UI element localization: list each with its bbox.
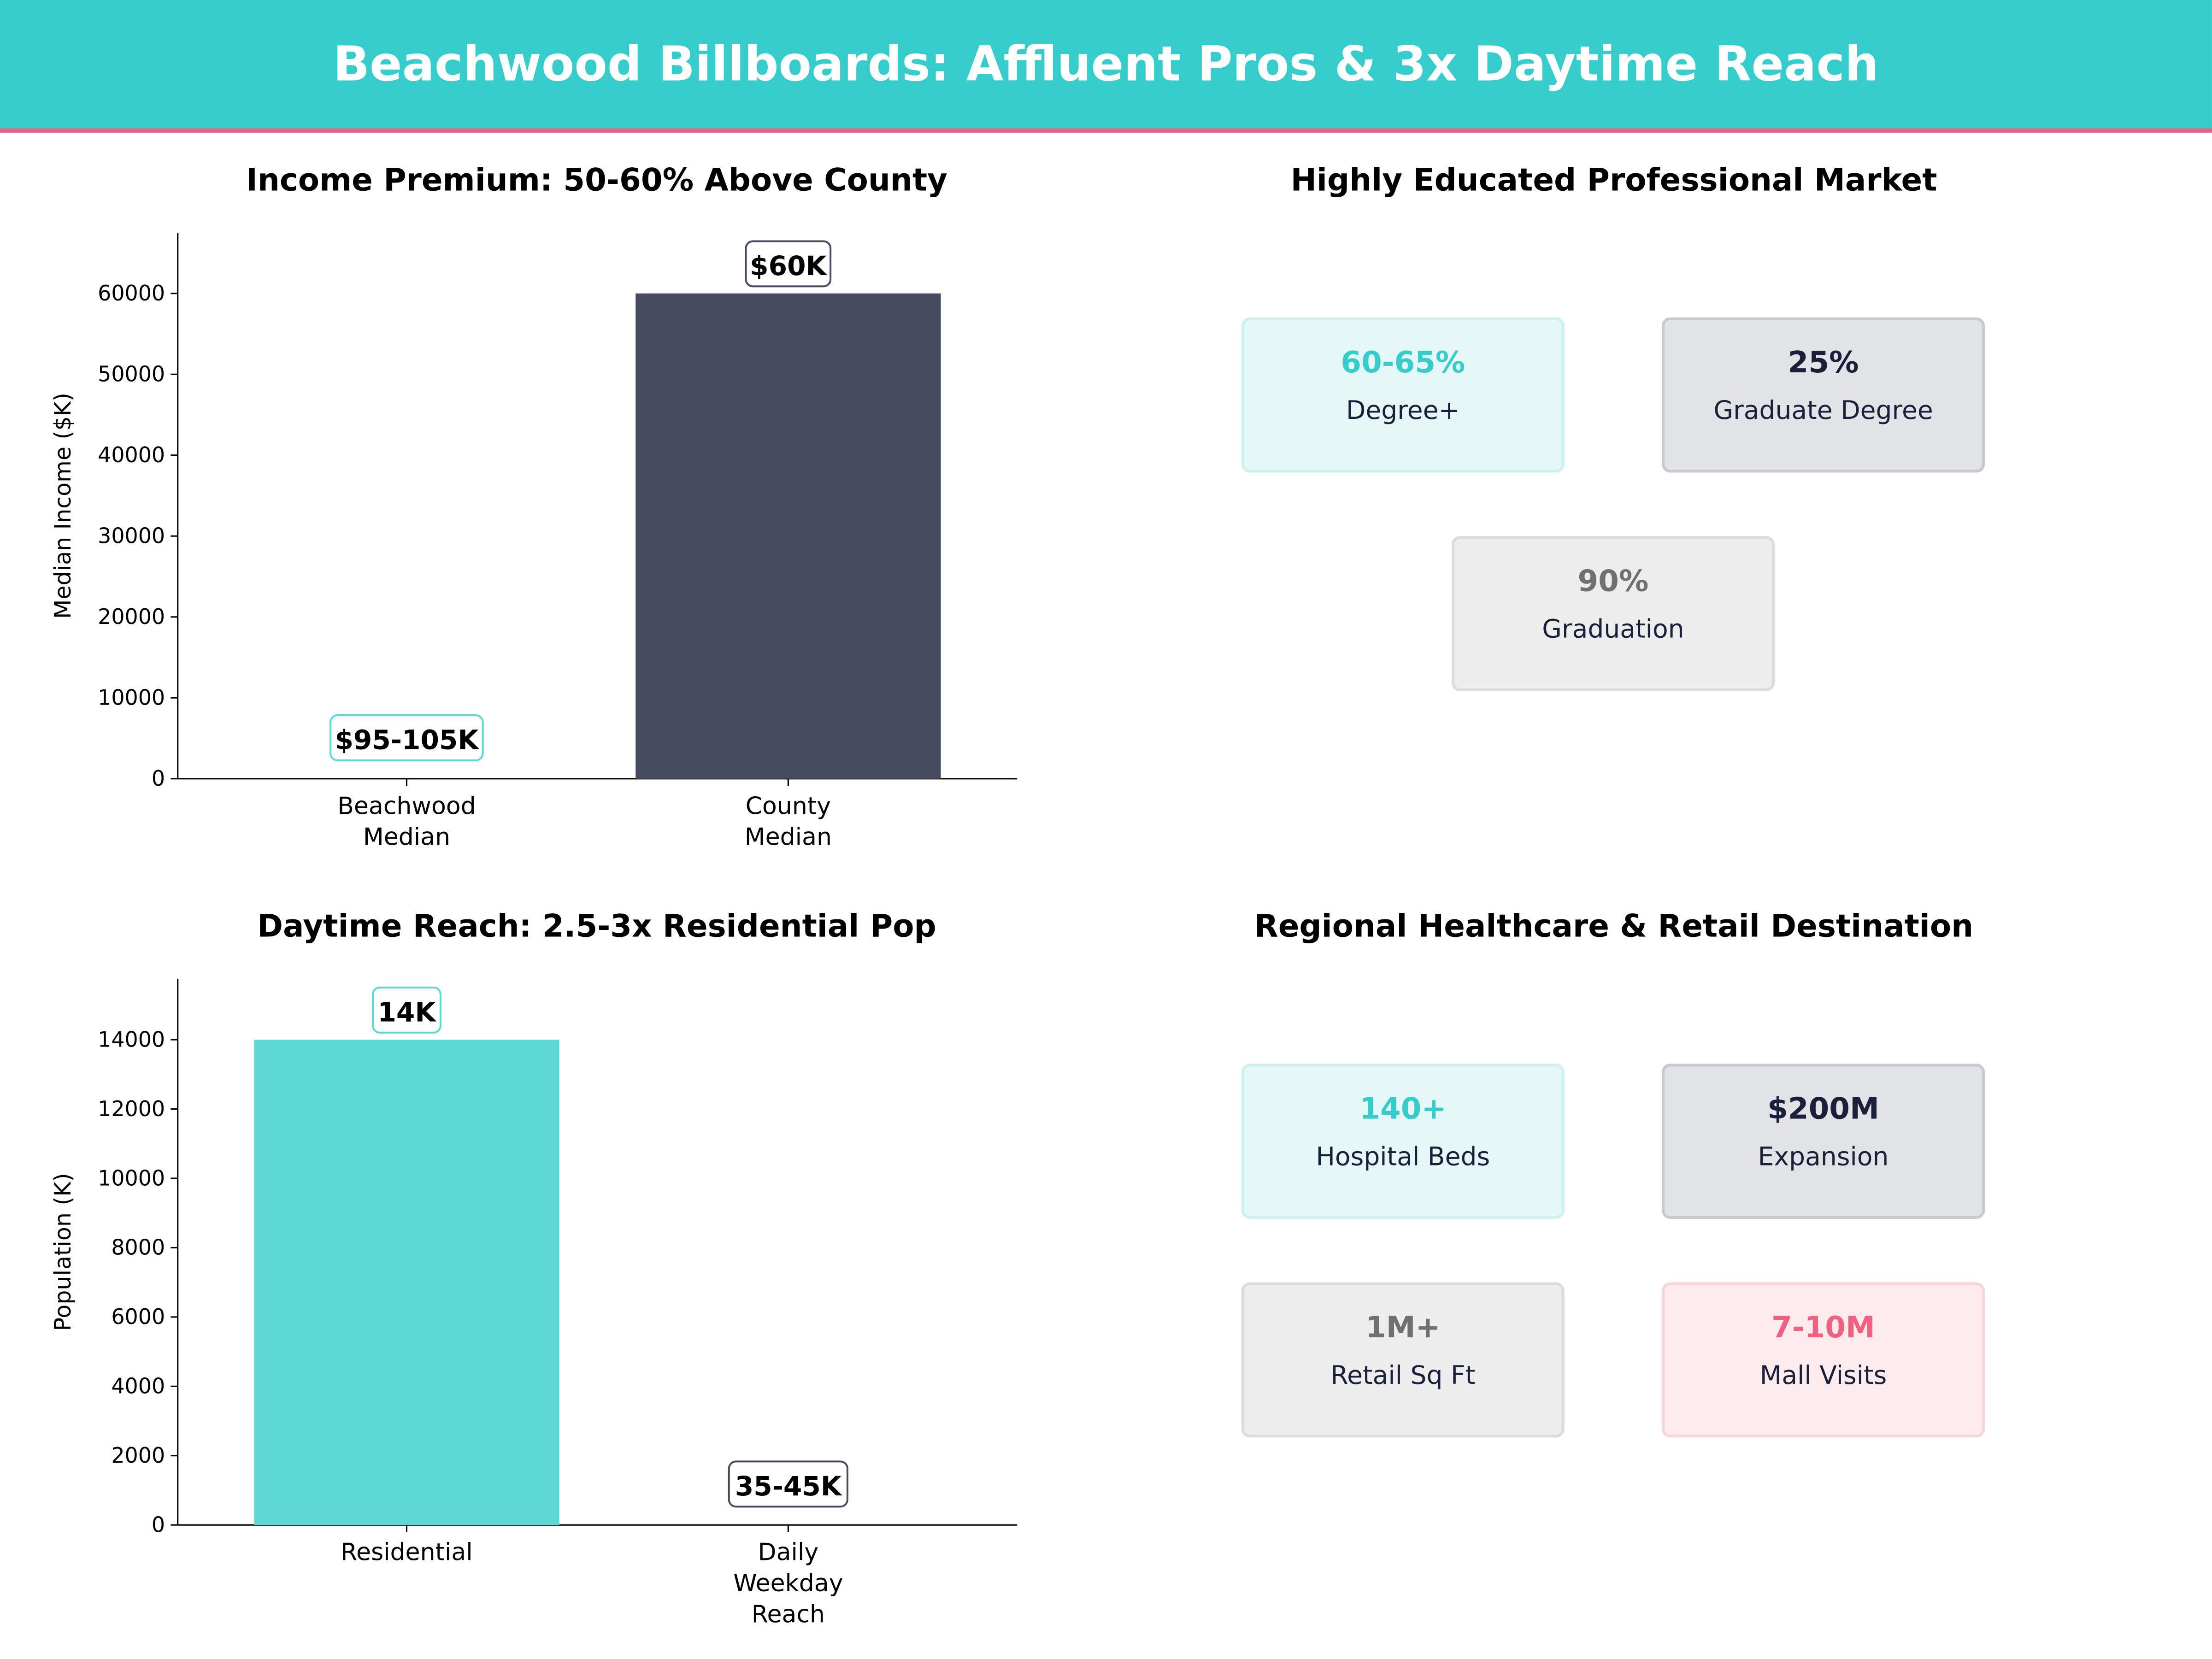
page-title: Beachwood Billboards: Affluent Pros & 3x… xyxy=(333,36,1879,93)
y-tick-label: 4000 xyxy=(111,1374,165,1399)
x-tick-label: Weekday xyxy=(733,1570,843,1597)
header-banner: Beachwood Billboards: Affluent Pros & 3x… xyxy=(0,0,2212,133)
stat-card: 140+ Hospital Beds xyxy=(1241,1064,1565,1219)
y-tick-label: 20000 xyxy=(98,604,165,629)
data-label-box xyxy=(329,714,484,761)
x-tick-label: Reach xyxy=(752,1600,825,1628)
data-label: 14K xyxy=(377,996,436,1028)
stat-card: 90% Graduation xyxy=(1451,536,1775,691)
stat-label: Degree+ xyxy=(1346,396,1460,426)
y-axis-label: Population (K) xyxy=(50,1173,76,1331)
y-tick-label: 8000 xyxy=(111,1235,165,1260)
stat-label: Graduate Degree xyxy=(1713,396,1933,426)
stat-label: Hospital Beds xyxy=(1316,1142,1490,1172)
y-tick-label: 2000 xyxy=(111,1443,165,1468)
data-label: $95-105K xyxy=(335,724,479,755)
y-tick-label: 14000 xyxy=(98,1027,165,1052)
stat-value: 60-65% xyxy=(1341,345,1465,380)
stat-value: 1M+ xyxy=(1365,1310,1441,1345)
x-tick-label: County xyxy=(746,792,831,820)
stat-card: 60-65% Degree+ xyxy=(1241,317,1565,473)
y-tick-label: 10000 xyxy=(98,685,165,710)
y-tick-label: 0 xyxy=(152,766,165,791)
y-tick-label: 30000 xyxy=(98,524,165,548)
stat-card: 25% Graduate Degree xyxy=(1662,317,1985,473)
reach-chart-title: Daytime Reach: 2.5-3x Residential Pop xyxy=(257,910,936,946)
bar xyxy=(254,1040,559,1525)
y-tick-label: 60000 xyxy=(98,281,165,306)
x-tick-label: Median xyxy=(745,824,832,851)
education-title: Highly Educated Professional Market xyxy=(1290,164,1937,199)
data-label-box xyxy=(745,240,832,288)
stat-card: 7-10M Mall Visits xyxy=(1662,1282,1985,1438)
y-tick-label: 40000 xyxy=(98,442,165,467)
x-tick-label: Residential xyxy=(341,1539,473,1566)
data-label: $60K xyxy=(750,250,827,282)
stat-value: 140+ xyxy=(1359,1092,1447,1126)
y-tick-label: 0 xyxy=(152,1512,165,1537)
stat-label: Retail Sq Ft xyxy=(1330,1361,1476,1391)
stat-label: Mall Visits xyxy=(1759,1361,1887,1391)
destination-title: Regional Healthcare & Retail Destination xyxy=(1254,910,1974,946)
stat-value: 7-10M xyxy=(1771,1310,1876,1345)
stat-label: Expansion xyxy=(1758,1142,1889,1172)
y-tick-label: 12000 xyxy=(98,1096,165,1121)
x-tick-label: Beachwood xyxy=(337,792,476,820)
income-chart-title: Income Premium: 50-60% Above County xyxy=(246,164,947,199)
x-tick-label: Median xyxy=(363,824,450,851)
stat-value: $200M xyxy=(1767,1092,1880,1126)
y-axis-label: Median Income ($K) xyxy=(50,393,76,619)
bar xyxy=(635,293,941,779)
stat-value: 90% xyxy=(1577,564,1649,598)
data-label: 35-45K xyxy=(735,1471,842,1502)
data-label-box xyxy=(372,986,441,1034)
y-tick-label: 50000 xyxy=(98,362,165,387)
y-tick-label: 6000 xyxy=(111,1304,165,1329)
data-label-box xyxy=(728,1460,848,1508)
stat-label: Graduation xyxy=(1542,615,1684,645)
x-tick-label: Daily xyxy=(758,1539,819,1566)
stat-card: $200M Expansion xyxy=(1662,1064,1985,1219)
stat-card: 1M+ Retail Sq Ft xyxy=(1241,1282,1565,1438)
y-tick-label: 10000 xyxy=(98,1165,165,1190)
stat-value: 25% xyxy=(1788,345,1859,380)
